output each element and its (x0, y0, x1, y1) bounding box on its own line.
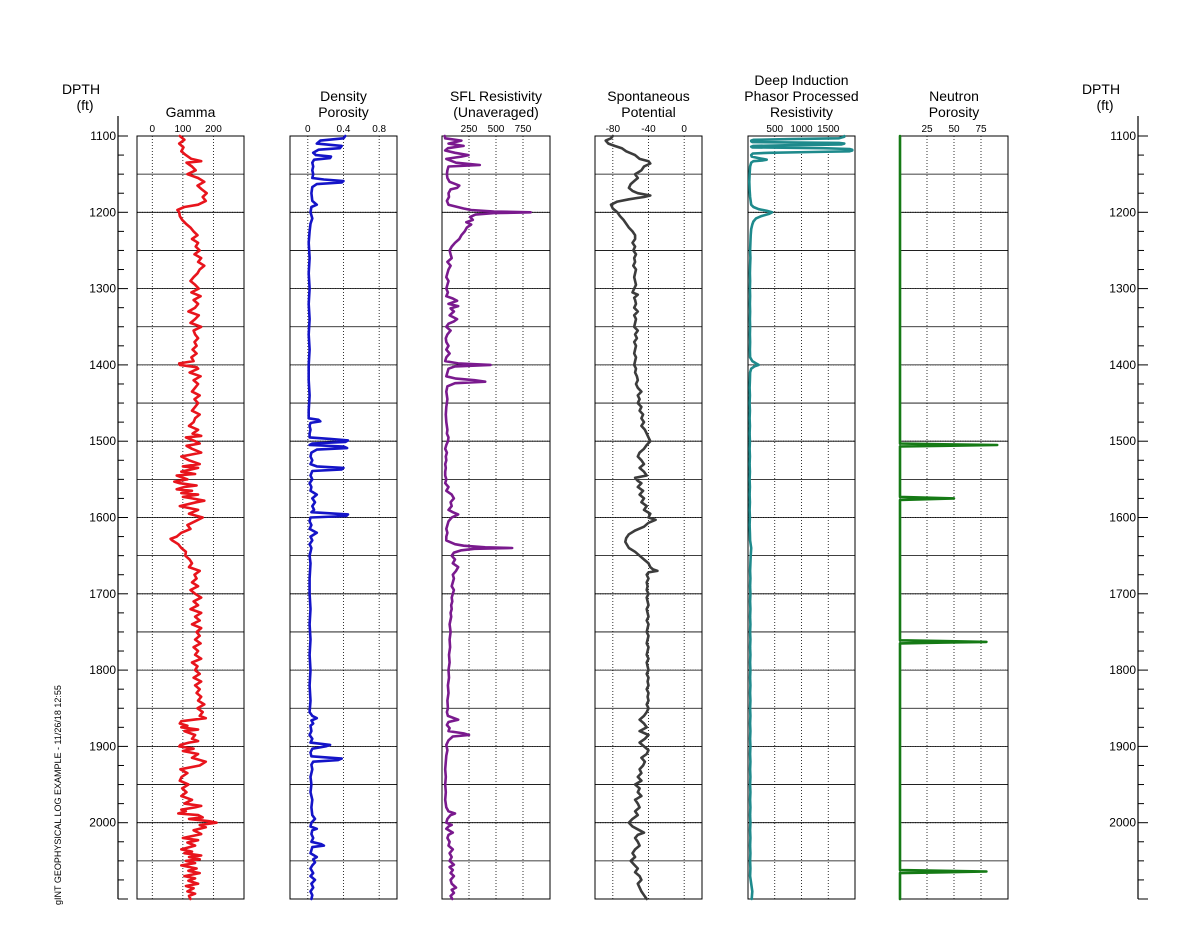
right-depth-tick-label: 1900 (1109, 739, 1136, 753)
right-depth-tick-label: 1400 (1109, 358, 1136, 372)
left-depth-tick-label: 1900 (89, 739, 116, 753)
left-depth-axis-title: (ft) (76, 97, 93, 113)
track-tick-label: -80 (606, 124, 621, 135)
left-depth-tick-label: 1500 (89, 434, 116, 448)
left-depth-axis: 1100 1200 1300 1400 1500 1600 1700 1800 1900 2000… (62, 81, 128, 900)
log-curve-deep (747, 134, 854, 901)
track-tick-label: 1500 (817, 124, 840, 135)
right-depth-tick-label: 1700 (1109, 587, 1136, 601)
track-tick-label: 500 (488, 124, 505, 135)
right-depth-axis-title: DPTH (1082, 81, 1120, 97)
track-title: Potential (621, 104, 675, 120)
left-depth-axis-title: DPTH (62, 81, 100, 97)
track-gamma: Gamma 0 100 200 (136, 104, 245, 901)
left-depth-tick-label: 1400 (89, 358, 116, 372)
right-depth-axis-title: (ft) (1096, 97, 1113, 113)
track-title: (Unaveraged) (453, 104, 539, 120)
left-depth-tick-label: 2000 (89, 816, 116, 830)
right-depth-tick-label: 1800 (1109, 663, 1136, 677)
track-title: Density (320, 88, 367, 104)
track-tick-label: 100 (175, 124, 192, 135)
left-depth-tick-label: 1600 (89, 511, 116, 525)
right-depth-tick-label: 1500 (1109, 434, 1136, 448)
track-title: Spontaneous (607, 88, 690, 104)
right-depth-tick-label: 1600 (1109, 511, 1136, 525)
right-depth-tick-label: 1100 (1110, 129, 1136, 143)
track-title: Porosity (318, 104, 369, 120)
track-title: Neutron (929, 88, 979, 104)
track-tick-label: 50 (948, 124, 960, 135)
track-tick-label: 250 (461, 124, 478, 135)
track-sfl: SFL Resistivity(Unaveraged) 250 500 750 (441, 88, 551, 901)
log-curve-neutron (898, 134, 999, 901)
track-title: SFL Resistivity (450, 88, 542, 104)
log-curve-density (307, 134, 350, 901)
track-tick-label: 500 (766, 124, 783, 135)
right-depth-tick-label: 1300 (1109, 282, 1136, 296)
track-tick-label: 0.4 (337, 124, 351, 135)
track-title: Deep Induction (754, 72, 848, 88)
right-depth-tick-label: 2000 (1109, 816, 1136, 830)
track-title: Gamma (166, 104, 216, 120)
track-tick-label: 0 (305, 124, 311, 135)
track-tick-label: 750 (515, 124, 532, 135)
log-curve-sfl (443, 134, 532, 901)
log-curve-sp (604, 134, 659, 901)
track-tick-label: 25 (921, 124, 933, 135)
left-depth-tick-label: 1700 (89, 587, 116, 601)
track-title: Porosity (929, 104, 980, 120)
track-tick-label: 0 (150, 124, 156, 135)
right-depth-axis: 1100 1200 1300 1400 1500 1600 1700 1800 1900 2000… (1082, 81, 1148, 900)
track-tick-label: 200 (205, 124, 222, 135)
left-depth-tick-label: 1100 (90, 129, 116, 143)
track-title: Resistivity (770, 104, 833, 120)
right-depth-tick-label: 1200 (1109, 205, 1136, 219)
track-tick-label: 1000 (790, 124, 813, 135)
log-curve-gamma (169, 134, 218, 901)
track-tick-label: 0 (681, 124, 687, 135)
track-tick-label: -40 (641, 124, 656, 135)
left-depth-tick-label: 1300 (89, 282, 116, 296)
track-title: Phasor Processed (744, 88, 858, 104)
left-depth-tick-label: 1200 (89, 205, 116, 219)
track-tick-label: 75 (975, 124, 987, 135)
side-caption: gINT GEOPHYSICAL LOG EXAMPLE - 11/26/18 … (53, 685, 63, 905)
left-depth-tick-label: 1800 (89, 663, 116, 677)
track-tick-label: 0.8 (372, 124, 386, 135)
